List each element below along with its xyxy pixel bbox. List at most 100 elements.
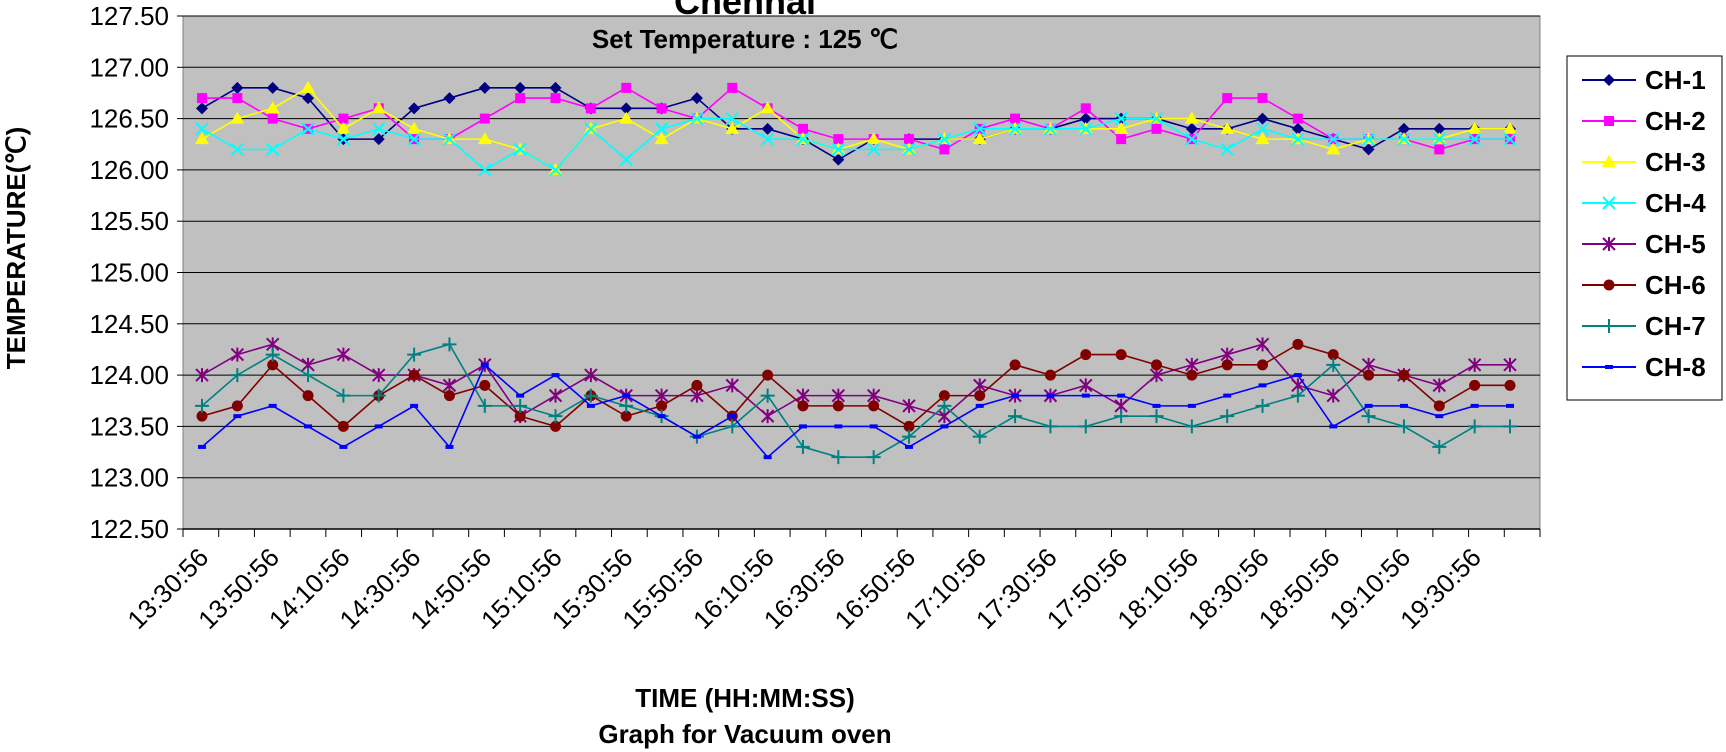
data-point <box>973 122 987 136</box>
series-ch-4 <box>195 111 1517 177</box>
data-point <box>1396 419 1411 434</box>
data-point <box>584 368 598 383</box>
data-point <box>1364 403 1373 408</box>
legend-box <box>1566 55 1723 401</box>
data-point <box>656 400 668 412</box>
data-point <box>938 390 950 402</box>
data-point <box>478 81 491 94</box>
data-point <box>1326 357 1341 372</box>
data-point <box>868 400 880 412</box>
data-point <box>831 388 846 403</box>
chart-subtitle: Set Temperature : 125 ℃ <box>592 24 898 54</box>
data-point <box>656 103 667 114</box>
data-point <box>1080 349 1092 361</box>
legend-swatch-marker <box>1603 74 1615 86</box>
data-point <box>371 101 386 114</box>
data-point <box>725 111 739 126</box>
data-point <box>1327 349 1339 361</box>
legend-label: CH-1 <box>1645 65 1706 95</box>
data-point <box>371 388 386 403</box>
data-point <box>725 378 739 393</box>
data-point <box>1115 349 1127 361</box>
data-point <box>1257 359 1269 371</box>
data-point <box>514 410 526 422</box>
data-point <box>442 378 457 393</box>
data-point <box>972 429 987 444</box>
data-point <box>1467 132 1482 146</box>
data-point <box>1043 122 1058 136</box>
data-point <box>267 113 278 124</box>
data-point <box>301 122 315 136</box>
data-point <box>410 403 419 408</box>
data-point <box>691 379 703 391</box>
data-point <box>304 424 313 429</box>
data-point <box>1467 419 1482 434</box>
data-point <box>657 414 666 419</box>
data-point <box>904 134 915 145</box>
data-point <box>1503 121 1517 134</box>
data-point <box>937 398 952 413</box>
series-line <box>201 343 1510 418</box>
data-point <box>230 368 245 383</box>
data-point <box>1114 409 1129 424</box>
legend-item-ch-2: CH-2 <box>1582 106 1706 136</box>
data-point <box>797 123 808 134</box>
data-point <box>1469 379 1481 391</box>
data-point <box>1326 132 1340 146</box>
data-point <box>1081 393 1090 398</box>
data-point <box>198 444 206 449</box>
data-point <box>902 429 917 444</box>
data-point <box>760 388 775 403</box>
data-point <box>1433 400 1445 412</box>
legend-swatch-marker <box>1602 319 1616 333</box>
data-point <box>796 132 810 146</box>
data-point <box>195 368 209 383</box>
data-point <box>1044 369 1056 381</box>
data-point <box>690 111 704 126</box>
data-point <box>550 420 562 432</box>
legend-swatch-marker <box>1602 237 1616 251</box>
data-point <box>1116 134 1127 145</box>
data-point <box>831 142 846 157</box>
data-point <box>1009 359 1021 371</box>
legend-item-ch-1: CH-1 <box>1582 65 1706 95</box>
data-point <box>1117 393 1126 398</box>
legend-swatch-marker <box>1602 196 1616 210</box>
data-point <box>1255 398 1270 413</box>
data-point <box>620 410 632 422</box>
data-point <box>408 102 421 115</box>
data-point <box>1078 419 1093 434</box>
legend-item-ch-5: CH-5 <box>1582 229 1706 259</box>
data-point <box>1222 93 1233 104</box>
data-point <box>621 82 632 93</box>
data-point <box>548 409 563 424</box>
data-point <box>727 82 738 93</box>
y-axis-title: TEMPERATURE(℃) <box>1 127 31 369</box>
legend-item-ch-7: CH-7 <box>1582 311 1706 341</box>
data-point <box>195 122 209 136</box>
data-point <box>586 403 595 408</box>
data-point <box>869 424 878 429</box>
y-tick-label: 127.50 <box>89 1 169 31</box>
data-point <box>831 450 846 465</box>
y-tick-label: 123.00 <box>89 463 169 493</box>
data-point <box>725 419 740 434</box>
data-point <box>443 390 455 402</box>
data-point <box>1397 132 1411 146</box>
legend-item-ch-4: CH-4 <box>1582 188 1706 218</box>
data-point <box>1255 132 1270 145</box>
series-layer <box>195 80 1517 465</box>
data-point <box>1435 414 1444 419</box>
data-point <box>1361 357 1376 372</box>
data-point <box>796 388 810 403</box>
data-point <box>230 142 245 157</box>
data-point <box>797 400 809 412</box>
data-point <box>336 347 351 362</box>
data-point <box>302 92 315 105</box>
data-point <box>337 420 349 432</box>
data-point <box>939 144 950 155</box>
data-point <box>231 400 243 412</box>
data-point <box>798 424 807 429</box>
data-point <box>762 369 774 381</box>
data-point <box>940 424 949 429</box>
